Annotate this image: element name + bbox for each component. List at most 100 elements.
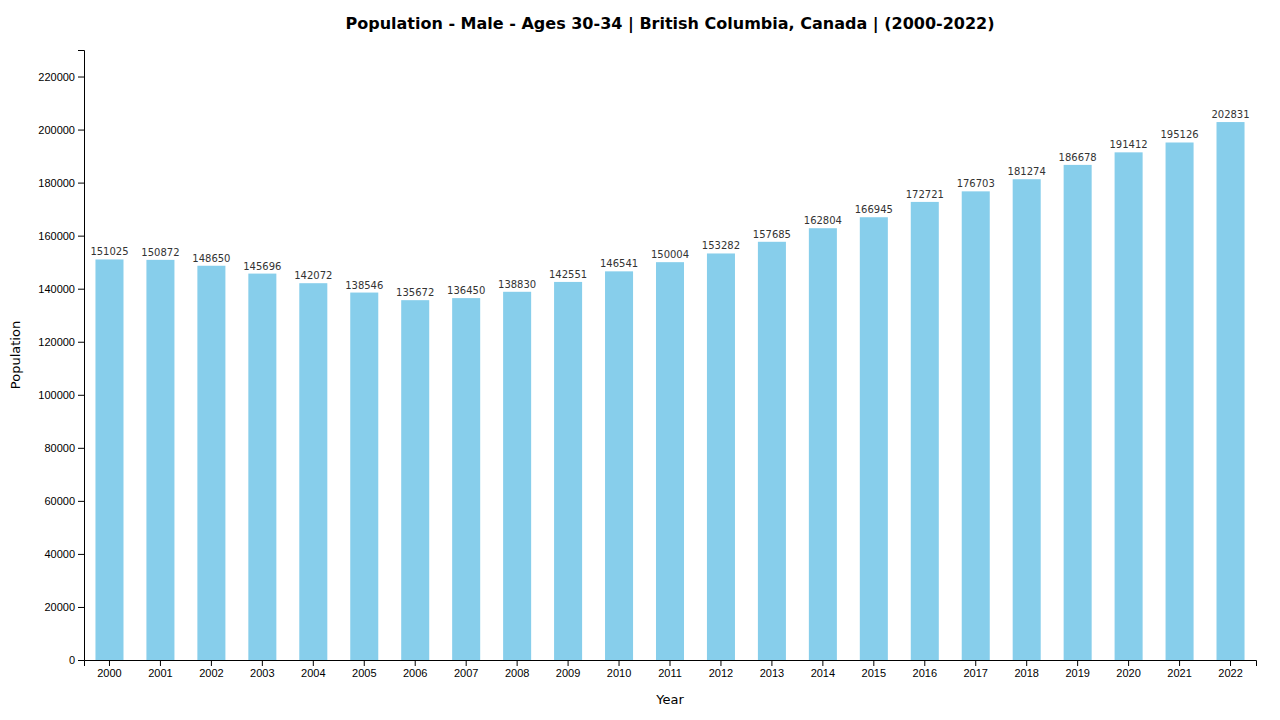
data-label: 191412: [1110, 139, 1148, 150]
data-label: 138546: [345, 280, 383, 291]
axis-line: [85, 661, 1257, 667]
data-label: 186678: [1059, 152, 1097, 163]
tick: 2001: [148, 660, 172, 679]
tick: 180000: [38, 177, 84, 189]
tick: 2020: [1116, 660, 1140, 679]
tick: 220000: [38, 71, 84, 83]
tick: 120000: [38, 336, 84, 348]
tick-mark: [78, 183, 84, 184]
bar: [1217, 122, 1245, 660]
tick-mark: [262, 660, 263, 666]
tick-mark: [1026, 660, 1027, 666]
tick: 2022: [1218, 660, 1242, 679]
tick-label: 200000: [38, 124, 75, 136]
data-label: 142551: [549, 269, 587, 280]
bar: [452, 298, 480, 660]
bar: [146, 260, 174, 660]
bar: [299, 283, 327, 660]
chart: 1510251508721486501456961420721385461356…: [0, 0, 1280, 720]
tick-label: 2016: [913, 667, 937, 679]
tick-mark: [78, 342, 84, 343]
tick: 2017: [963, 660, 987, 679]
tick: 200000: [38, 124, 84, 136]
tick-label: 2004: [301, 667, 325, 679]
tick: 2009: [556, 660, 580, 679]
tick: 2014: [811, 660, 835, 679]
tick-label: 140000: [38, 283, 75, 295]
tick-mark: [109, 660, 110, 666]
data-label: 150872: [141, 247, 179, 258]
axis-line: [78, 51, 85, 661]
tick: 2019: [1065, 660, 1089, 679]
bars: [95, 122, 1244, 660]
bar: [1064, 165, 1092, 660]
tick-mark: [78, 289, 84, 290]
tick: 0: [69, 654, 84, 666]
data-label: 176703: [957, 178, 995, 189]
bar: [605, 271, 633, 660]
data-label: 146541: [600, 258, 638, 269]
x-axis: 2000 2001 2002 2003 2004 2005 2006 2007 2008 2009…: [85, 660, 1257, 679]
bar: [197, 266, 225, 660]
tick: 2006: [403, 660, 427, 679]
tick: 2000: [97, 660, 121, 679]
tick-mark: [619, 660, 620, 666]
x-axis-label: Year: [655, 692, 684, 707]
tick-mark: [873, 660, 874, 666]
data-label: 150004: [651, 249, 689, 260]
tick-label: 160000: [38, 230, 75, 242]
data-label: 195126: [1160, 129, 1198, 140]
tick-label: 2015: [862, 667, 886, 679]
tick: 80000: [44, 442, 84, 454]
tick-mark: [78, 501, 84, 502]
tick-label: 2011: [658, 667, 682, 679]
tick-label: 40000: [44, 548, 75, 560]
tick-mark: [975, 660, 976, 666]
data-label: 181274: [1008, 166, 1046, 177]
tick-mark: [670, 660, 671, 666]
data-label: 151025: [90, 246, 128, 257]
tick: 2003: [250, 660, 274, 679]
bar: [401, 300, 429, 660]
bar: [656, 262, 684, 660]
tick-mark: [313, 660, 314, 666]
tick-label: 2003: [250, 667, 274, 679]
y-axis-label: Population: [8, 321, 23, 389]
tick: 20000: [44, 601, 84, 613]
tick: 2012: [709, 660, 733, 679]
bar: [554, 282, 582, 660]
tick: 2010: [607, 660, 631, 679]
tick-mark: [517, 660, 518, 666]
plot: 1510251508721486501456961420721385461356…: [38, 51, 1256, 679]
data-label: 153282: [702, 240, 740, 251]
tick-mark: [78, 236, 84, 237]
bar: [1013, 179, 1041, 660]
tick-mark: [78, 660, 84, 661]
bar: [860, 217, 888, 660]
tick-mark: [211, 660, 212, 666]
tick-mark: [822, 660, 823, 666]
tick: 2018: [1014, 660, 1038, 679]
tick-mark: [771, 660, 772, 666]
tick-label: 2018: [1014, 667, 1038, 679]
tick-label: 2017: [963, 667, 987, 679]
tick-mark: [78, 77, 84, 78]
tick-label: 2000: [97, 667, 121, 679]
tick-mark: [364, 660, 365, 666]
tick-mark: [78, 395, 84, 396]
tick-label: 2010: [607, 667, 631, 679]
tick-label: 2005: [352, 667, 376, 679]
tick: 2002: [199, 660, 223, 679]
tick: 2007: [454, 660, 478, 679]
tick-label: 2007: [454, 667, 478, 679]
title: Population - Male - Ages 30-34 | British…: [345, 14, 994, 34]
tick-label: 2008: [505, 667, 529, 679]
tick-mark: [78, 554, 84, 555]
tick-label: 220000: [38, 71, 75, 83]
tick-label: 2002: [199, 667, 223, 679]
data-label: 148650: [192, 253, 230, 264]
tick-label: 20000: [44, 601, 75, 613]
y-axis: 0200004000060000800001000001200001400001…: [38, 51, 84, 667]
bar: [707, 253, 735, 660]
tick: 2005: [352, 660, 376, 679]
